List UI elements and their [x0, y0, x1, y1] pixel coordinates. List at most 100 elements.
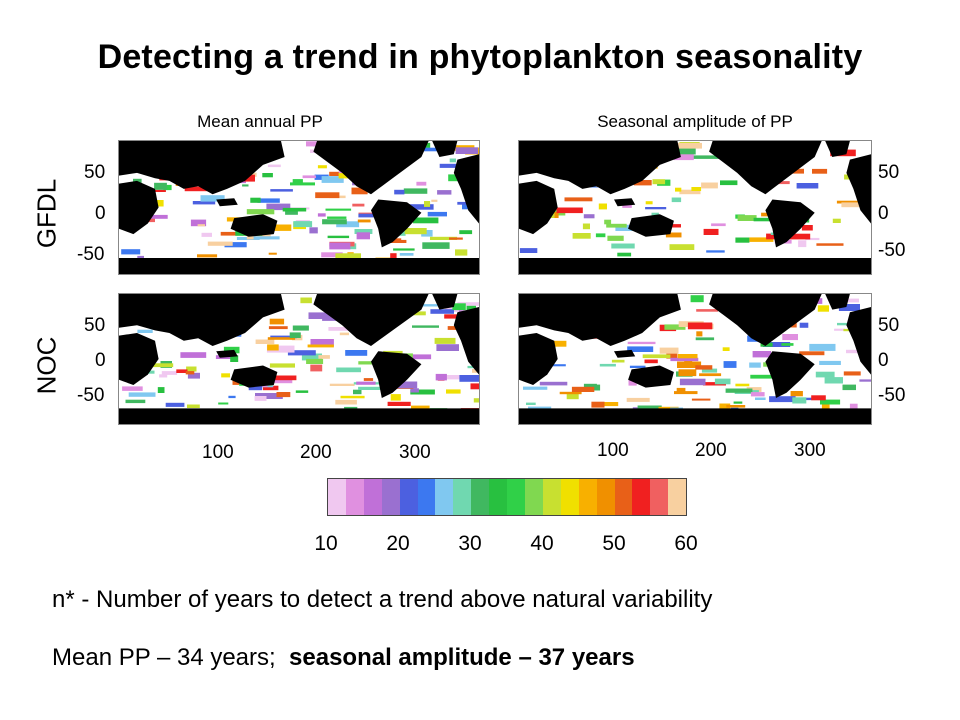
ocean-value-patch	[595, 233, 606, 238]
ocean-value-patch	[295, 390, 309, 393]
ocean-value-patch	[339, 332, 349, 336]
ocean-value-patch	[678, 369, 697, 377]
ocean-value-patch	[321, 252, 343, 258]
ocean-value-patch	[254, 396, 267, 401]
landmass	[119, 294, 285, 346]
lat-tick-left-top-50: 50	[84, 162, 106, 183]
ocean-value-patch	[449, 158, 456, 163]
ocean-value-patch	[310, 364, 323, 372]
lat-tick-right-top-0: 0	[878, 203, 889, 224]
ocean-value-patch	[187, 404, 200, 408]
landmass	[519, 294, 681, 346]
ocean-value-patch	[722, 347, 730, 351]
ocean-value-patch	[726, 405, 746, 408]
ocean-value-patch	[137, 255, 144, 260]
landmass	[628, 214, 674, 237]
landmass	[216, 349, 238, 358]
ocean-value-patch	[430, 236, 458, 240]
ocean-value-patch	[335, 399, 357, 405]
colorbar-swatch	[524, 479, 543, 515]
ocean-value-patch	[412, 325, 439, 328]
ocean-value-patch	[413, 311, 426, 316]
ocean-value-patch	[677, 142, 702, 149]
ocean-value-patch	[180, 352, 207, 358]
ocean-value-patch	[165, 402, 185, 407]
ocean-value-patch	[695, 337, 715, 341]
ocean-value-patch	[253, 236, 280, 240]
ocean-value-patch	[799, 322, 809, 328]
ocean-value-patch	[599, 363, 616, 367]
ocean-value-patch	[121, 249, 141, 255]
colorbar-swatch	[632, 479, 651, 515]
colorbar-swatch	[399, 479, 418, 515]
landmass	[614, 349, 636, 358]
ocean-value-patch	[836, 200, 862, 204]
landmass	[313, 294, 429, 346]
ocean-value-patch	[351, 187, 368, 195]
colorbar-swatch	[489, 479, 508, 515]
ocean-value-patch	[849, 403, 858, 410]
ocean-value-patch	[701, 182, 718, 189]
ocean-value-patch	[248, 384, 263, 391]
map-gfdl-mean-annual	[118, 140, 480, 275]
ocean-value-patch	[300, 297, 312, 304]
ocean-value-patch	[262, 385, 279, 391]
footer-summary-mean-pp: Mean PP – 34 years;	[52, 644, 276, 671]
ocean-value-patch	[651, 212, 659, 217]
ocean-value-patch	[838, 304, 860, 311]
ocean-value-patch	[790, 391, 803, 397]
ocean-value-patch	[837, 322, 847, 326]
landmass	[519, 333, 558, 385]
ocean-value-patch	[815, 371, 835, 378]
landmass	[432, 294, 458, 310]
footer-summary: Mean PP – 34 years; seasonal amplitude –…	[52, 644, 635, 672]
ocean-value-patch	[519, 248, 538, 253]
ocean-value-patch	[735, 237, 750, 243]
landmass	[825, 294, 850, 310]
colorbar-swatch	[363, 479, 382, 515]
ocean-value-patch	[223, 346, 240, 354]
landmass	[519, 408, 871, 424]
ocean-value-patch	[329, 242, 351, 250]
ocean-value-patch	[356, 381, 376, 385]
ocean-value-patch	[436, 344, 459, 351]
ocean-value-patch	[844, 174, 853, 180]
lat-tick-left-bottom-50: 50	[84, 315, 106, 336]
ocean-value-patch	[268, 252, 277, 255]
landmass	[119, 141, 285, 195]
landmass	[230, 214, 278, 237]
ocean-value-patch	[289, 332, 301, 338]
ocean-value-patch	[255, 393, 283, 399]
ocean-value-patch	[526, 402, 536, 405]
landmass	[825, 141, 850, 157]
lon-tick-right-300: 300	[794, 440, 826, 461]
colorbar-tick-50: 50	[602, 532, 626, 555]
ocean-value-patch	[645, 207, 667, 210]
ocean-value-patch	[550, 340, 567, 347]
ocean-value-patch	[363, 378, 374, 381]
ocean-value-patch	[455, 147, 479, 154]
ocean-value-patch	[699, 373, 722, 377]
ocean-value-patch	[336, 221, 360, 228]
ocean-value-patch	[446, 389, 461, 394]
landmass	[371, 351, 422, 398]
landmass	[519, 258, 871, 274]
ocean-value-patch	[604, 219, 612, 225]
ocean-value-patch	[431, 199, 438, 202]
ocean-value-patch	[805, 237, 820, 241]
ocean-value-patch	[809, 343, 836, 351]
ocean-value-patch	[137, 329, 153, 333]
ocean-value-patch	[157, 387, 165, 393]
colorbar-swatch	[614, 479, 633, 515]
ocean-value-patch	[301, 353, 322, 361]
landmass	[432, 141, 458, 157]
colorbar-swatch	[381, 479, 400, 515]
landmass	[519, 180, 558, 235]
ocean-value-patch	[409, 204, 434, 210]
ocean-value-patch	[159, 374, 168, 378]
ocean-value-patch	[394, 189, 405, 195]
ocean-value-patch	[472, 369, 479, 373]
colorbar-swatch	[650, 479, 669, 515]
ocean-value-patch	[161, 371, 178, 375]
ocean-value-patch	[387, 401, 411, 406]
